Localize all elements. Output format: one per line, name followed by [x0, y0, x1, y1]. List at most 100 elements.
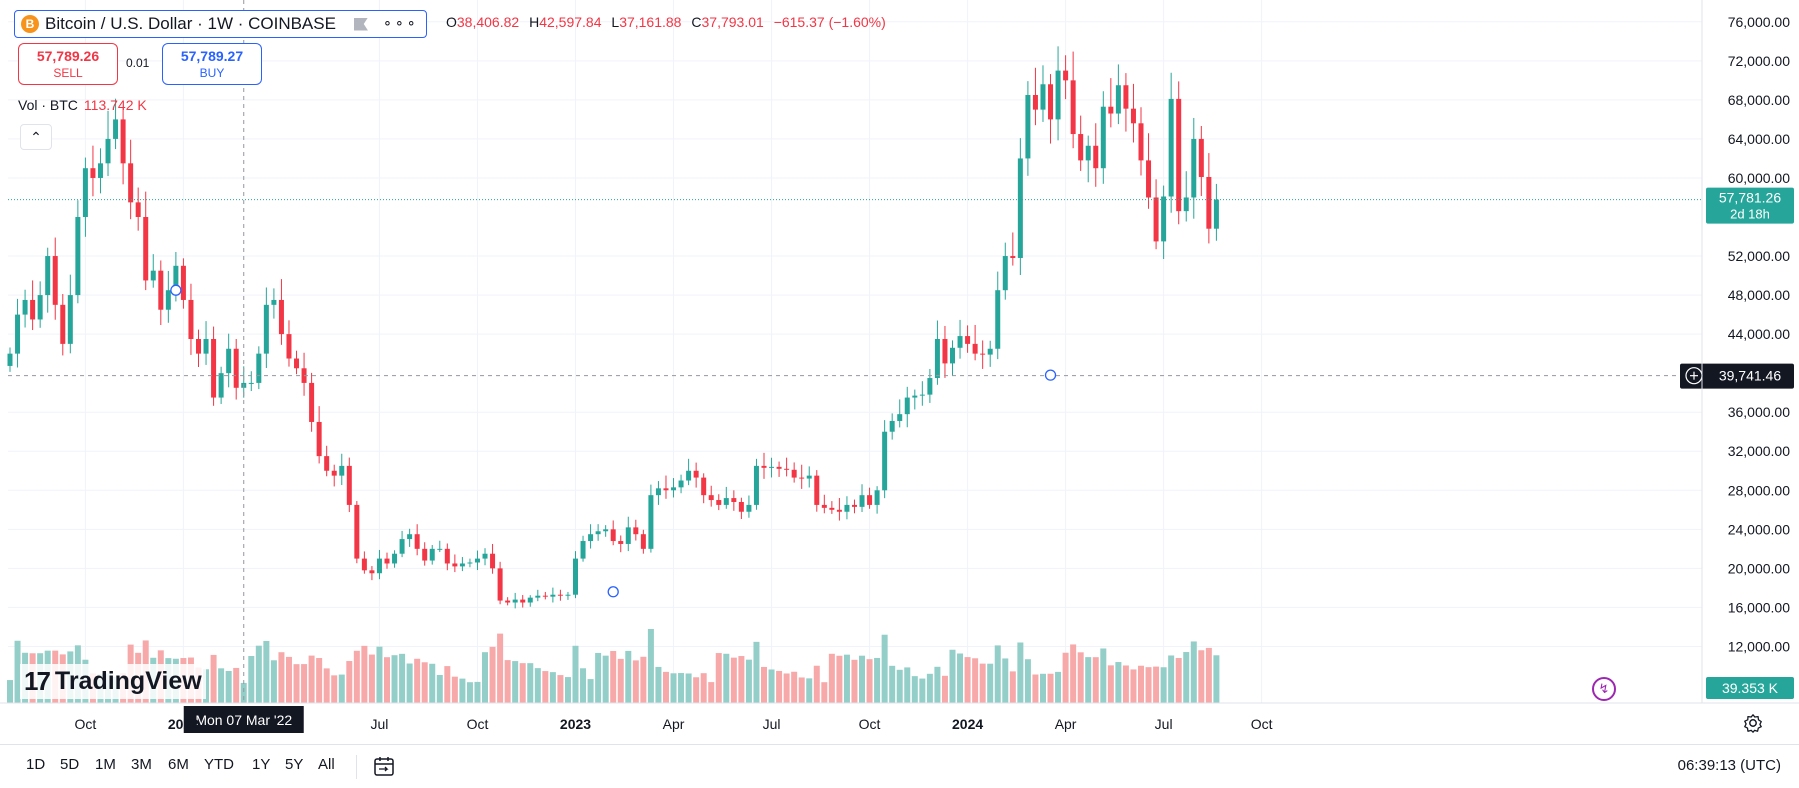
candle-body: [97, 163, 103, 178]
calendar-range-icon[interactable]: [372, 754, 396, 778]
candle-body: [1130, 108, 1136, 124]
collapse-legend-button[interactable]: ⌃: [20, 124, 52, 150]
volume-bar: [1160, 667, 1167, 703]
candle-body: [286, 334, 292, 359]
last-price-tag: [1706, 187, 1794, 224]
crosshair-price-label: 39,741.46: [1719, 368, 1781, 384]
sell-button[interactable]: 57,789.26 SELL: [18, 43, 118, 85]
candle-body: [339, 465, 345, 476]
candle-body: [346, 465, 352, 505]
candle-body: [1078, 134, 1084, 161]
volume-bar: [346, 661, 353, 703]
volume-bar: [248, 656, 255, 703]
volume-bar: [753, 641, 760, 703]
candle-body: [22, 299, 28, 315]
volume-legend[interactable]: Vol · BTC 113.742 K: [18, 97, 147, 113]
volume-bar: [836, 655, 843, 703]
low-key: L: [611, 14, 620, 30]
volume-bar: [482, 652, 489, 703]
candle-body: [1153, 197, 1159, 242]
candle-body: [1055, 70, 1061, 120]
candle-body: [180, 265, 186, 300]
candle-body: [633, 527, 639, 535]
crosshair-price-tag: [1680, 363, 1794, 389]
candle-body: [867, 495, 873, 505]
flag-icon[interactable]: [353, 17, 368, 31]
volume-bar: [316, 658, 323, 703]
range-ytd-button[interactable]: YTD: [204, 756, 234, 773]
volume-bar: [210, 654, 217, 703]
candle-body: [663, 488, 669, 491]
range-6m-button[interactable]: 6M: [168, 756, 189, 773]
candle-body: [897, 414, 903, 421]
volume-bar: [1168, 655, 1175, 703]
candle-body: [859, 495, 865, 507]
candle-body: [309, 382, 315, 422]
candle-body: [1063, 70, 1069, 81]
range-1d-button[interactable]: 1D: [26, 756, 46, 773]
volume-bar: [474, 681, 481, 703]
candle-body: [814, 475, 820, 505]
volume-bar: [602, 655, 609, 703]
candle-body: [610, 529, 616, 542]
volume-bar: [7, 680, 13, 703]
buy-button[interactable]: 57,789.27 BUY: [162, 43, 262, 85]
bitcoin-icon: B: [21, 15, 39, 33]
gear-icon[interactable]: [1742, 712, 1764, 734]
candle-body: [723, 498, 729, 505]
y-tick-label: 32,000.00: [1728, 443, 1790, 459]
candle-body: [45, 256, 51, 296]
candle-body: [444, 548, 450, 564]
range-5d-button[interactable]: 5D: [60, 756, 80, 773]
volume-bar: [587, 679, 594, 703]
x-tick-label: 2023: [560, 716, 591, 732]
range-1y-button[interactable]: 1Y: [252, 756, 271, 773]
candle-body: [497, 568, 503, 601]
volume-bar: [240, 682, 247, 703]
volume-bar: [919, 678, 926, 703]
utc-clock[interactable]: 06:39:13 (UTC): [1677, 757, 1781, 774]
candle-body: [1213, 199, 1219, 229]
candle-body: [15, 314, 21, 354]
tradingview-logo[interactable]: 17 TradingView: [20, 664, 206, 699]
range-5y-button[interactable]: 5Y: [285, 756, 304, 773]
candle-body: [467, 562, 473, 564]
candle-body: [995, 290, 1001, 349]
volume-bar: [715, 653, 722, 703]
volume-bar: [987, 663, 994, 703]
volume-bar: [700, 673, 707, 703]
candle-body: [459, 563, 465, 567]
candle-body: [505, 600, 511, 603]
candle-body: [588, 534, 594, 542]
candle-body: [1025, 95, 1031, 159]
candle-body: [980, 353, 986, 355]
lightning-icon[interactable]: ↯: [1592, 677, 1616, 701]
volume-bar: [791, 671, 798, 703]
candle-body: [1198, 138, 1204, 177]
candle-body: [784, 468, 790, 470]
volume-bar: [1145, 667, 1152, 703]
volume-bar: [1198, 650, 1205, 703]
volume-bar: [843, 654, 850, 703]
more-options-icon[interactable]: ⚬⚬⚬: [381, 16, 418, 31]
candle-body: [776, 466, 782, 469]
chevron-up-icon: ⌃: [30, 128, 42, 145]
range-all-button[interactable]: All: [318, 756, 335, 773]
volume-bar: [1153, 666, 1160, 703]
candle-body: [392, 553, 398, 564]
volume-bar: [285, 656, 292, 703]
volume-bar: [979, 663, 986, 703]
volume-bar: [338, 674, 345, 703]
candle-body: [490, 553, 496, 569]
range-1m-button[interactable]: 1M: [95, 756, 116, 773]
range-3m-button[interactable]: 3M: [131, 756, 152, 773]
symbol-title[interactable]: Bitcoin / U.S. Dollar · 1W · COINBASE: [45, 14, 336, 33]
x-tick-label: Apr: [663, 716, 685, 732]
candle-body: [1183, 197, 1189, 212]
symbol-header[interactable]: B Bitcoin / U.S. Dollar · 1W · COINBASE …: [14, 10, 427, 38]
candle-body: [942, 339, 948, 364]
y-tick-label: 20,000.00: [1728, 560, 1790, 576]
volume-bar: [1100, 648, 1107, 703]
y-tick-label: 48,000.00: [1728, 287, 1790, 303]
